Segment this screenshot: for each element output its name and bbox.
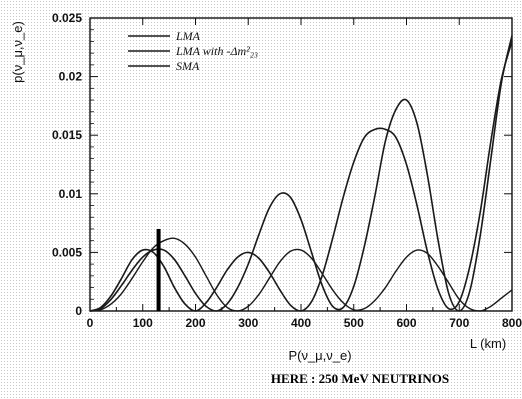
x-tick-label: 800 [502,316,522,330]
y-tick-label: 0.02 [59,70,83,84]
series-line [89,35,513,312]
series-line [89,237,513,312]
x-axis-title: L (km) [470,336,506,351]
legend-label: LMA [175,29,201,43]
x-tick-label: 300 [238,316,258,330]
x-tick-label: 600 [396,316,416,330]
y-tick-label: 0.025 [52,11,82,25]
baseline-marker-bar [156,228,161,311]
x-tick-label: 400 [291,316,311,330]
y-axis-title: p(ν_μ,ν_e) [10,21,25,83]
plot-frame-group [89,17,513,312]
x-tick-label: 700 [449,316,469,330]
x-tick-label: 0 [87,316,94,330]
legend-label: LMA with -Δm²₂₃ [175,44,258,58]
ticks-group: 0 100 200 300 400 500 600 700 800 0 0.005 0.01 0.015… [52,11,522,330]
legend-label: SMA [176,59,200,73]
y-tick-label: 0.01 [59,187,83,201]
chart-caption: HERE : 250 MeV NEUTRINOS [271,371,449,386]
marker-group [156,228,161,311]
y-tick-label: 0 [75,304,82,318]
x-axis-subtitle: P(ν_μ,ν_e) [288,348,351,363]
y-tick-label: 0.015 [52,128,82,142]
y-tick-label: 0.005 [52,245,82,259]
x-tick-label: 500 [344,316,364,330]
plot-frame [89,17,513,312]
x-tick-label: 200 [185,316,205,330]
series-group [89,35,513,312]
x-tick-label: 100 [133,316,153,330]
series-line [89,41,513,312]
